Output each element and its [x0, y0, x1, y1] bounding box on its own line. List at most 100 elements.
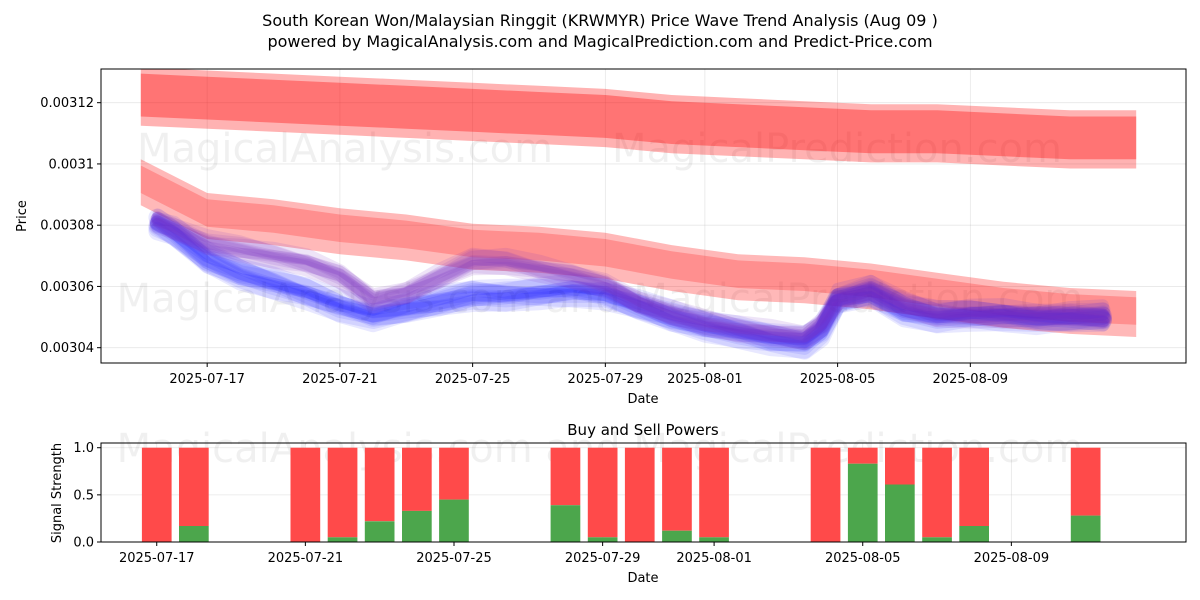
price-x-tick-label: 2025-08-09 [933, 372, 1009, 387]
signal-x-tick-label: 2025-07-17 [119, 551, 195, 566]
buy-power-bar [550, 505, 581, 542]
blue-wave-7 [148, 216, 1112, 351]
signal-chart-title: Buy and Sell Powers [567, 421, 719, 439]
signal-y-tick-label: 1.0 [73, 441, 94, 456]
signal-chart: Buy and Sell Powers MagicalAnalysis.com … [50, 421, 1187, 586]
buy-power-bar [402, 510, 432, 542]
signal-x-tick-label: 2025-08-05 [825, 551, 901, 566]
sell-power-bar [141, 447, 172, 542]
buy-power-bar [364, 521, 395, 542]
signal-y-tick-label: 0.0 [73, 536, 94, 551]
sell-power-bar [327, 447, 358, 538]
price-y-ticks: 0.00304 0.00306 0.00308 0.0031 0.00312 [40, 96, 101, 356]
sell-power-bar [847, 447, 878, 464]
sell-power-bar [290, 447, 321, 542]
purple-wave-6 [152, 210, 1108, 337]
signal-x-tick-label: 2025-07-29 [565, 551, 641, 566]
buy-power-bar [959, 526, 989, 542]
red-lower-band-inner [140, 165, 1137, 325]
price-x-axis-label: Date [627, 392, 658, 407]
sell-power-bar [364, 447, 395, 522]
purple-wave-7 [149, 213, 1111, 342]
buy-power-bar [662, 530, 692, 542]
blue-wave-12 [151, 212, 1109, 349]
signal-x-tick-label: 2025-07-25 [416, 551, 492, 566]
blue-wave-8 [149, 217, 1111, 355]
signal-axes-frame [100, 442, 1187, 543]
purple-wave-8 [150, 214, 1110, 346]
blue-wave-3 [151, 221, 1109, 349]
signal-y-ticks: 0.0 0.5 1.0 [73, 441, 101, 551]
price-x-tick-label: 2025-08-05 [800, 372, 876, 387]
signal-x-axis-label: Date [627, 571, 658, 586]
purple-wave-1 [149, 215, 1111, 350]
price-y-axis-label: Price [15, 200, 30, 232]
signal-x-tick-label: 2025-08-09 [974, 551, 1050, 566]
price-y-tick-label: 0.00304 [40, 341, 94, 356]
watermark-top-left: MagicalAnalysis.com [137, 126, 553, 172]
price-watermarks: MagicalAnalysis.com MagicalPrediction.co… [117, 126, 1084, 322]
blue-wave-10 [148, 208, 1112, 344]
price-y-tick-label: 0.0031 [49, 157, 95, 172]
signal-x-tick-label: 2025-07-21 [268, 551, 344, 566]
red-upper-band-inner [140, 73, 1137, 160]
red-upper-band-outer [140, 69, 1137, 169]
sell-power-bar [624, 447, 655, 542]
sell-power-bar [550, 447, 581, 506]
price-y-tick-label: 0.00308 [40, 219, 94, 234]
buy-power-bar [847, 463, 878, 542]
blue-wave-1 [148, 219, 1112, 359]
buy-power-bar [1070, 515, 1101, 542]
sell-power-bar [699, 447, 729, 538]
sell-power-bar [587, 447, 618, 538]
price-axes-frame [100, 68, 1187, 364]
price-x-tick-label: 2025-07-25 [435, 372, 511, 387]
signal-x-ticks: 2025-07-17 2025-07-21 2025-07-25 2025-07-29… [119, 542, 1049, 566]
sell-power-bar [662, 447, 692, 531]
blue-wave-5 [149, 215, 1111, 352]
buy-power-bar [699, 537, 729, 542]
sell-power-bar [439, 447, 469, 500]
purple-wave-9 [152, 208, 1108, 337]
purple-waves [149, 208, 1111, 351]
watermark-mid: MagicalAnalysis.com and MagicalPredictio… [117, 276, 1084, 322]
signal-bars [141, 447, 1101, 542]
blue-wave-9 [151, 211, 1109, 345]
signal-y-tick-label: 0.5 [73, 488, 94, 503]
red-bands [140, 69, 1137, 337]
blue-waves [148, 208, 1112, 360]
buy-power-bar [587, 537, 618, 542]
purple-wave-3 [152, 217, 1108, 340]
price-x-ticks: 2025-07-17 2025-07-21 2025-07-25 2025-07-29… [169, 363, 1008, 387]
sell-power-bar [1070, 447, 1101, 516]
signal-x-tick-label: 2025-08-01 [676, 551, 752, 566]
buy-power-bar [179, 526, 209, 542]
sell-power-bar [810, 447, 841, 542]
buy-power-bar [922, 537, 952, 542]
purple-wave-2 [150, 212, 1110, 343]
price-chart: MagicalAnalysis.com MagicalPrediction.co… [15, 68, 1187, 407]
price-y-tick-label: 0.00306 [40, 280, 94, 295]
purple-wave-5 [150, 211, 1110, 344]
chart-title-line2: powered by MagicalAnalysis.com and Magic… [267, 32, 932, 51]
price-x-tick-label: 2025-07-29 [568, 372, 644, 387]
sell-power-bar [885, 447, 915, 485]
buy-power-bar [885, 484, 915, 542]
price-x-tick-label: 2025-07-21 [302, 372, 378, 387]
buy-power-bar [327, 537, 358, 542]
blue-wave-2 [149, 215, 1111, 352]
signal-y-axis-label: Signal Strength [50, 443, 65, 543]
buy-power-bar [439, 499, 469, 542]
purple-wave-4 [149, 218, 1111, 351]
blue-wave-6 [151, 213, 1109, 345]
watermark-top-right: MagicalPrediction.com [612, 126, 1062, 172]
price-x-tick-label: 2025-08-01 [667, 372, 743, 387]
chart-title-line1: South Korean Won/Malaysian Ringgit (KRWM… [262, 11, 938, 30]
price-y-tick-label: 0.00312 [40, 96, 94, 111]
price-x-tick-label: 2025-07-17 [169, 372, 245, 387]
blue-wave-11 [149, 215, 1111, 348]
sell-power-bar [179, 447, 209, 526]
blue-wave-4 [148, 222, 1112, 360]
sell-power-bar [402, 447, 432, 511]
